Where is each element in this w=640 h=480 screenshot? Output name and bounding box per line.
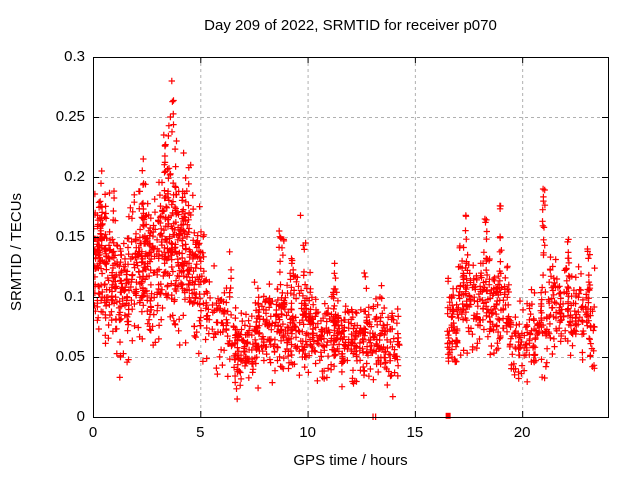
x-tick-label: 0 [88,424,98,441]
y-tick-label: 0.3 [64,48,85,65]
x-tick-label: 20 [513,424,531,441]
y-tick-label: 0.1 [64,288,85,305]
zero-cluster-square [445,412,451,419]
axis-ticks [93,57,608,418]
y-tick-label: 0.05 [55,348,85,365]
x-tick-label: 5 [196,424,205,441]
x-axis-label: GPS time / hours [293,452,408,469]
data-points [93,77,598,403]
y-tick-label: 0.25 [55,108,85,125]
zero-level-marks [372,412,451,420]
x-tick-label: 10 [299,424,316,441]
x-tick-label: 15 [406,424,424,441]
y-tick-label: 0.15 [55,228,85,245]
y-tick-label: 0.2 [64,168,85,185]
chart-title: Day 209 of 2022, SRMTID for receiver p07… [204,17,497,34]
y-tick-label: 0 [76,408,85,425]
